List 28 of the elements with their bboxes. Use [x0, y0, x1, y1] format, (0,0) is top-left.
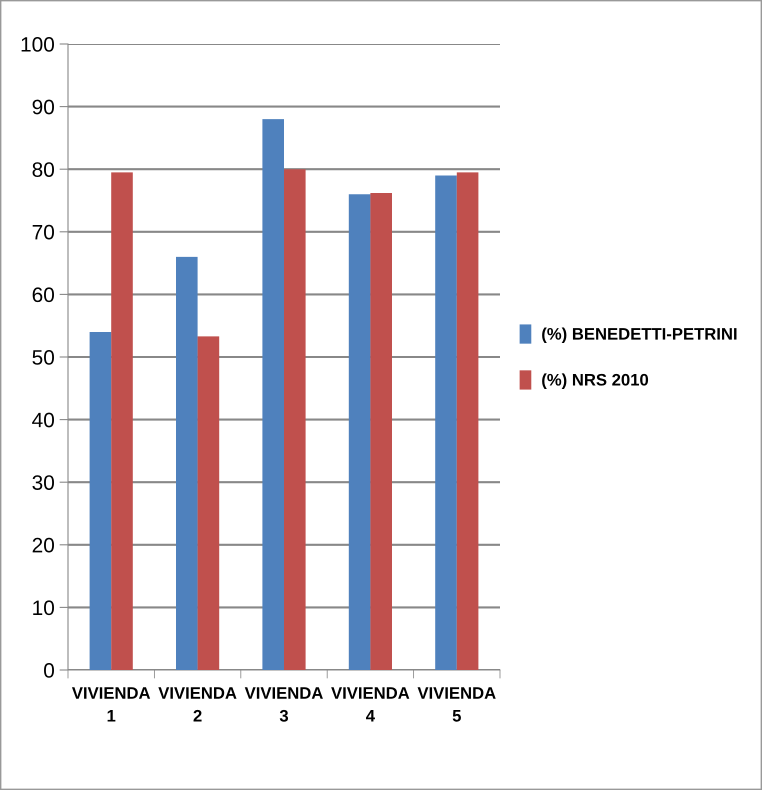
y-tick-label: 100 — [22, 37, 54, 52]
y-tick-label: 50 — [32, 350, 54, 365]
y-tick-label: 20 — [32, 538, 54, 553]
y-tick-label: 60 — [32, 287, 54, 302]
bar — [284, 169, 306, 670]
bar — [90, 332, 112, 670]
y-tick-label: 70 — [32, 224, 54, 240]
bar — [111, 172, 133, 670]
x-tick-label: VIVIENDA 3 — [244, 687, 323, 722]
bar — [456, 172, 478, 670]
legend-label: (%) BENEDETTI-PETRINI — [542, 328, 736, 344]
legend-label: (%) NRS 2010 — [542, 373, 648, 389]
y-tick-label: 10 — [33, 600, 54, 616]
bar — [435, 175, 457, 670]
y-tick-label: 0 — [44, 663, 54, 678]
y-tick-label: 80 — [32, 162, 54, 177]
x-tick-label: VIVIENDA 4 — [331, 687, 410, 722]
bar — [370, 192, 392, 670]
x-tick-label: VIVIENDA 2 — [158, 687, 237, 722]
y-tick-label: 40 — [32, 412, 54, 428]
bar — [262, 119, 284, 670]
bar — [198, 336, 220, 670]
x-tick-label: VIVIENDA 1 — [72, 687, 150, 722]
y-tick-label: 90 — [32, 100, 54, 114]
bar — [176, 256, 198, 670]
y-tick-label: 30 — [32, 475, 54, 490]
bar — [348, 194, 370, 670]
x-tick-label: VIVIENDA 5 — [418, 687, 496, 722]
